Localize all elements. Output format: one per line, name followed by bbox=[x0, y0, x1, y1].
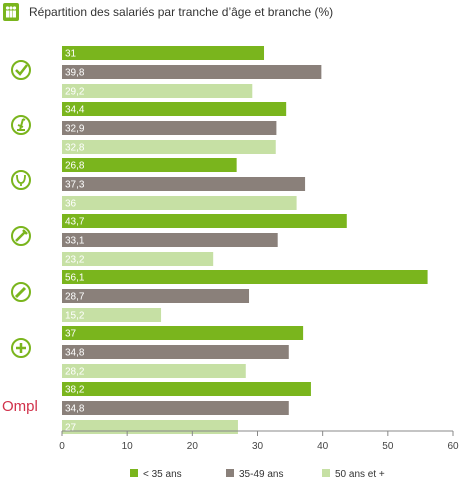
bar bbox=[62, 65, 322, 79]
legend-label: 50 ans et + bbox=[335, 469, 385, 480]
bar bbox=[62, 326, 304, 340]
legend-label: < 35 ans bbox=[143, 469, 182, 480]
bar bbox=[62, 140, 276, 154]
title-icon bbox=[3, 3, 19, 21]
bar bbox=[62, 289, 250, 303]
bar-value-label: 28,7 bbox=[65, 292, 85, 303]
bar-value-label: 43,7 bbox=[65, 217, 85, 228]
bar bbox=[62, 308, 162, 322]
bar-value-label: 37 bbox=[65, 329, 77, 340]
bar bbox=[62, 233, 278, 247]
x-tick-label: 30 bbox=[252, 441, 264, 452]
x-tick-label: 20 bbox=[187, 441, 199, 452]
bar bbox=[62, 196, 297, 210]
bar bbox=[62, 401, 289, 415]
x-axis: 0 10 20 30 40 50 60 bbox=[59, 430, 459, 452]
bar-value-label: 32,9 bbox=[65, 124, 85, 135]
bar bbox=[62, 102, 287, 116]
check-icon bbox=[11, 60, 31, 80]
stethoscope-icon bbox=[11, 170, 31, 190]
bar bbox=[62, 345, 289, 359]
bar-value-label: 29,2 bbox=[65, 87, 85, 98]
bar bbox=[62, 270, 428, 284]
bar-value-label: 38,2 bbox=[65, 385, 85, 396]
x-tick-label: 10 bbox=[122, 441, 134, 452]
bar-value-label: 26,8 bbox=[65, 161, 85, 172]
syringe-icon bbox=[11, 226, 31, 246]
bar bbox=[62, 364, 246, 378]
bar bbox=[62, 158, 237, 172]
legend-swatch bbox=[322, 469, 330, 477]
x-tick-label: 60 bbox=[447, 441, 459, 452]
bar-value-label: 39,8 bbox=[65, 68, 85, 79]
bar-value-label: 36 bbox=[65, 199, 77, 210]
chart-title: Répartition des salariés par tranche d’â… bbox=[29, 5, 333, 19]
plus-icon bbox=[11, 338, 31, 358]
legend-swatch bbox=[130, 469, 138, 477]
bar bbox=[62, 84, 253, 98]
bar-value-label: 37,3 bbox=[65, 180, 85, 191]
bar bbox=[62, 214, 347, 228]
legend-label: 35-49 ans bbox=[239, 469, 283, 480]
pen-icon bbox=[11, 282, 31, 302]
bar bbox=[62, 252, 214, 266]
bar bbox=[62, 46, 265, 60]
bar-value-label: 32,8 bbox=[65, 143, 85, 154]
bars: 31 39,8 29,2 34,4 32,9 32,8 26,8 37,3 36 43,7 33,1… bbox=[62, 46, 428, 434]
bar bbox=[62, 420, 238, 434]
bar-value-label: 28,2 bbox=[65, 367, 85, 378]
bar-value-label: 33,1 bbox=[65, 236, 85, 247]
bar bbox=[62, 382, 311, 396]
bar-value-label: 15,2 bbox=[65, 311, 85, 322]
legend: < 35 ans 35-49 ans 50 ans et + bbox=[130, 469, 385, 480]
x-tick-label: 50 bbox=[382, 441, 394, 452]
bar bbox=[62, 121, 277, 135]
legend-swatch bbox=[226, 469, 234, 477]
bar-value-label: 56,1 bbox=[65, 273, 85, 284]
bar bbox=[62, 177, 306, 191]
bar-value-label: 34,4 bbox=[65, 105, 85, 116]
ompl-logo: Ompl bbox=[2, 398, 38, 415]
microscope-icon bbox=[11, 115, 31, 135]
x-tick-label: 0 bbox=[59, 441, 65, 452]
group-icons: Ompl bbox=[2, 60, 38, 415]
x-tick-label: 40 bbox=[317, 441, 329, 452]
bar-value-label: 34,8 bbox=[65, 404, 85, 415]
bar-value-label: 27 bbox=[65, 423, 77, 434]
bar-value-label: 31 bbox=[65, 49, 77, 60]
bar-value-label: 34,8 bbox=[65, 348, 85, 359]
bar-value-label: 23,2 bbox=[65, 255, 85, 266]
